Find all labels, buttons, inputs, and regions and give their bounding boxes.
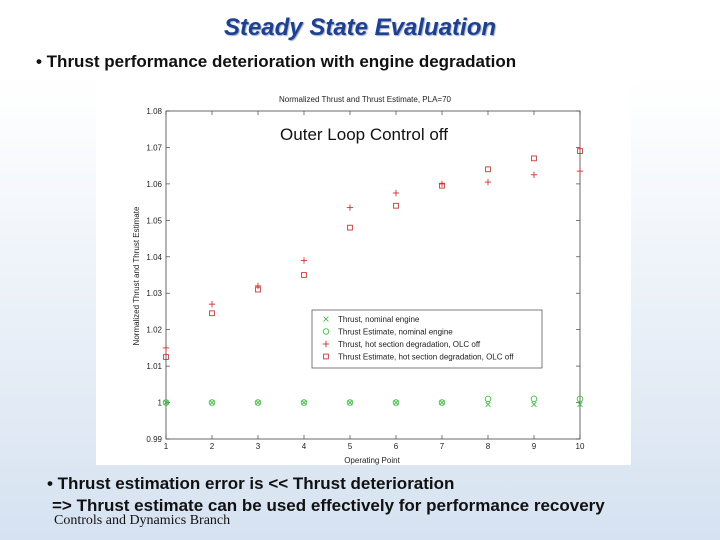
x-tick-label: 4 [302,442,307,451]
data-point-series-4 [531,155,537,162]
legend-entry-label: Thrust Estimate, nominal engine [338,328,453,337]
data-point-series-2 [208,399,216,406]
data-point-series-1 [577,401,583,408]
y-tick-label: 1 [158,399,163,408]
x-axis-label: Operating Point [344,456,400,465]
data-point-series-2 [484,395,492,403]
data-point-series-2 [530,395,538,403]
slide-title: Steady State Evaluation [223,14,497,41]
y-tick-label: 1.01 [146,362,162,371]
chart-panel: Normalized Thrust and Thrust Estimate, P… [96,82,631,465]
marks-group [162,148,584,408]
y-tick-label: 1.08 [146,107,162,116]
x-tick-label: 8 [486,442,491,451]
y-tick-label: 1.07 [146,143,162,152]
legend-marker-2 [322,328,330,335]
data-point-series-3 [576,167,584,175]
data-point-series-4 [209,310,215,317]
bullet-top: • Thrust performance deterioration with … [36,52,517,71]
y-tick-label: 1.06 [146,180,162,189]
data-point-series-1 [209,399,215,406]
data-point-series-1 [347,399,353,406]
data-point-series-2 [392,399,400,406]
legend-box [311,309,543,369]
x-tick-label: 5 [348,442,353,451]
axes-group [165,110,581,440]
legend-entry-label: Thrust Estimate, hot section degradation… [338,353,514,362]
footer: Controls and Dynamics Branch [54,513,231,528]
y-tick-label: 1.02 [146,326,162,335]
data-point-series-3 [254,282,262,290]
chart-title: Normalized Thrust and Thrust Estimate, P… [279,95,452,104]
data-point-series-3 [208,300,216,308]
data-point-series-2 [438,399,446,406]
x-tick-label: 6 [394,442,399,451]
y-tick-label: 0.99 [146,435,162,444]
data-point-series-4 [439,182,445,189]
data-point-series-3 [162,344,170,352]
data-point-series-1 [393,399,399,406]
x-tick-label: 2 [210,442,215,451]
chart-legend: Thrust, nominal engine Thrust Estimate, n… [311,309,543,369]
legend-entry-label: Thrust, hot section degradation, OLC off [338,340,481,349]
legend-entry-label: Thrust, nominal engine [338,315,420,324]
data-point-series-3 [484,178,492,186]
data-point-series-2 [162,399,170,406]
data-point-series-3 [530,171,538,178]
data-point-series-2 [346,399,354,406]
legend-marker-4 [323,353,329,360]
data-point-series-1 [485,401,491,408]
x-tick-label: 7 [440,442,445,451]
plot-frame [165,110,581,440]
data-point-series-1 [531,401,537,408]
chart-svg: Normalized Thrust and Thrust Estimate, P… [132,95,585,465]
data-point-series-1 [301,399,307,406]
data-point-series-3 [392,189,400,197]
data-point-series-2 [576,395,584,403]
data-point-series-2 [254,399,262,406]
data-point-series-4 [347,224,353,231]
data-point-series-4 [163,354,169,360]
x-tick-label: 1 [164,442,169,451]
data-point-series-1 [439,399,445,406]
y-tick-label: 1.05 [146,216,162,225]
data-point-series-3 [346,204,354,211]
data-point-series-3 [300,257,308,264]
data-point-series-2 [300,399,308,406]
y-tick-label: 1.04 [146,253,162,262]
data-point-series-4 [485,166,491,173]
chart-annotation: Outer Loop Control off [280,125,448,144]
x-tick-label: 9 [532,442,537,451]
bullet-bottom-2: => Thrust estimate can be used effective… [52,496,605,515]
x-tick-label: 10 [576,442,585,451]
x-tick-label: 3 [256,442,261,451]
data-point-series-4 [255,286,261,293]
bullet-bottom-1: • Thrust estimation error is << Thrust d… [47,474,455,493]
legend-marker-3 [322,340,330,348]
data-point-series-4 [393,202,399,209]
data-point-series-4 [301,272,307,278]
legend-marker-1 [323,316,329,322]
ticks-group: 1 2 3 4 5 6 7 8 9 100.9911.011.021.031.041.051.06… [146,107,585,451]
data-point-series-1 [255,399,261,406]
y-axis-label: Normalized Thrust and Thrust Estimate [132,206,141,345]
y-tick-label: 1.03 [146,289,162,298]
data-point-series-4 [577,148,583,154]
data-point-series-1 [163,399,169,406]
